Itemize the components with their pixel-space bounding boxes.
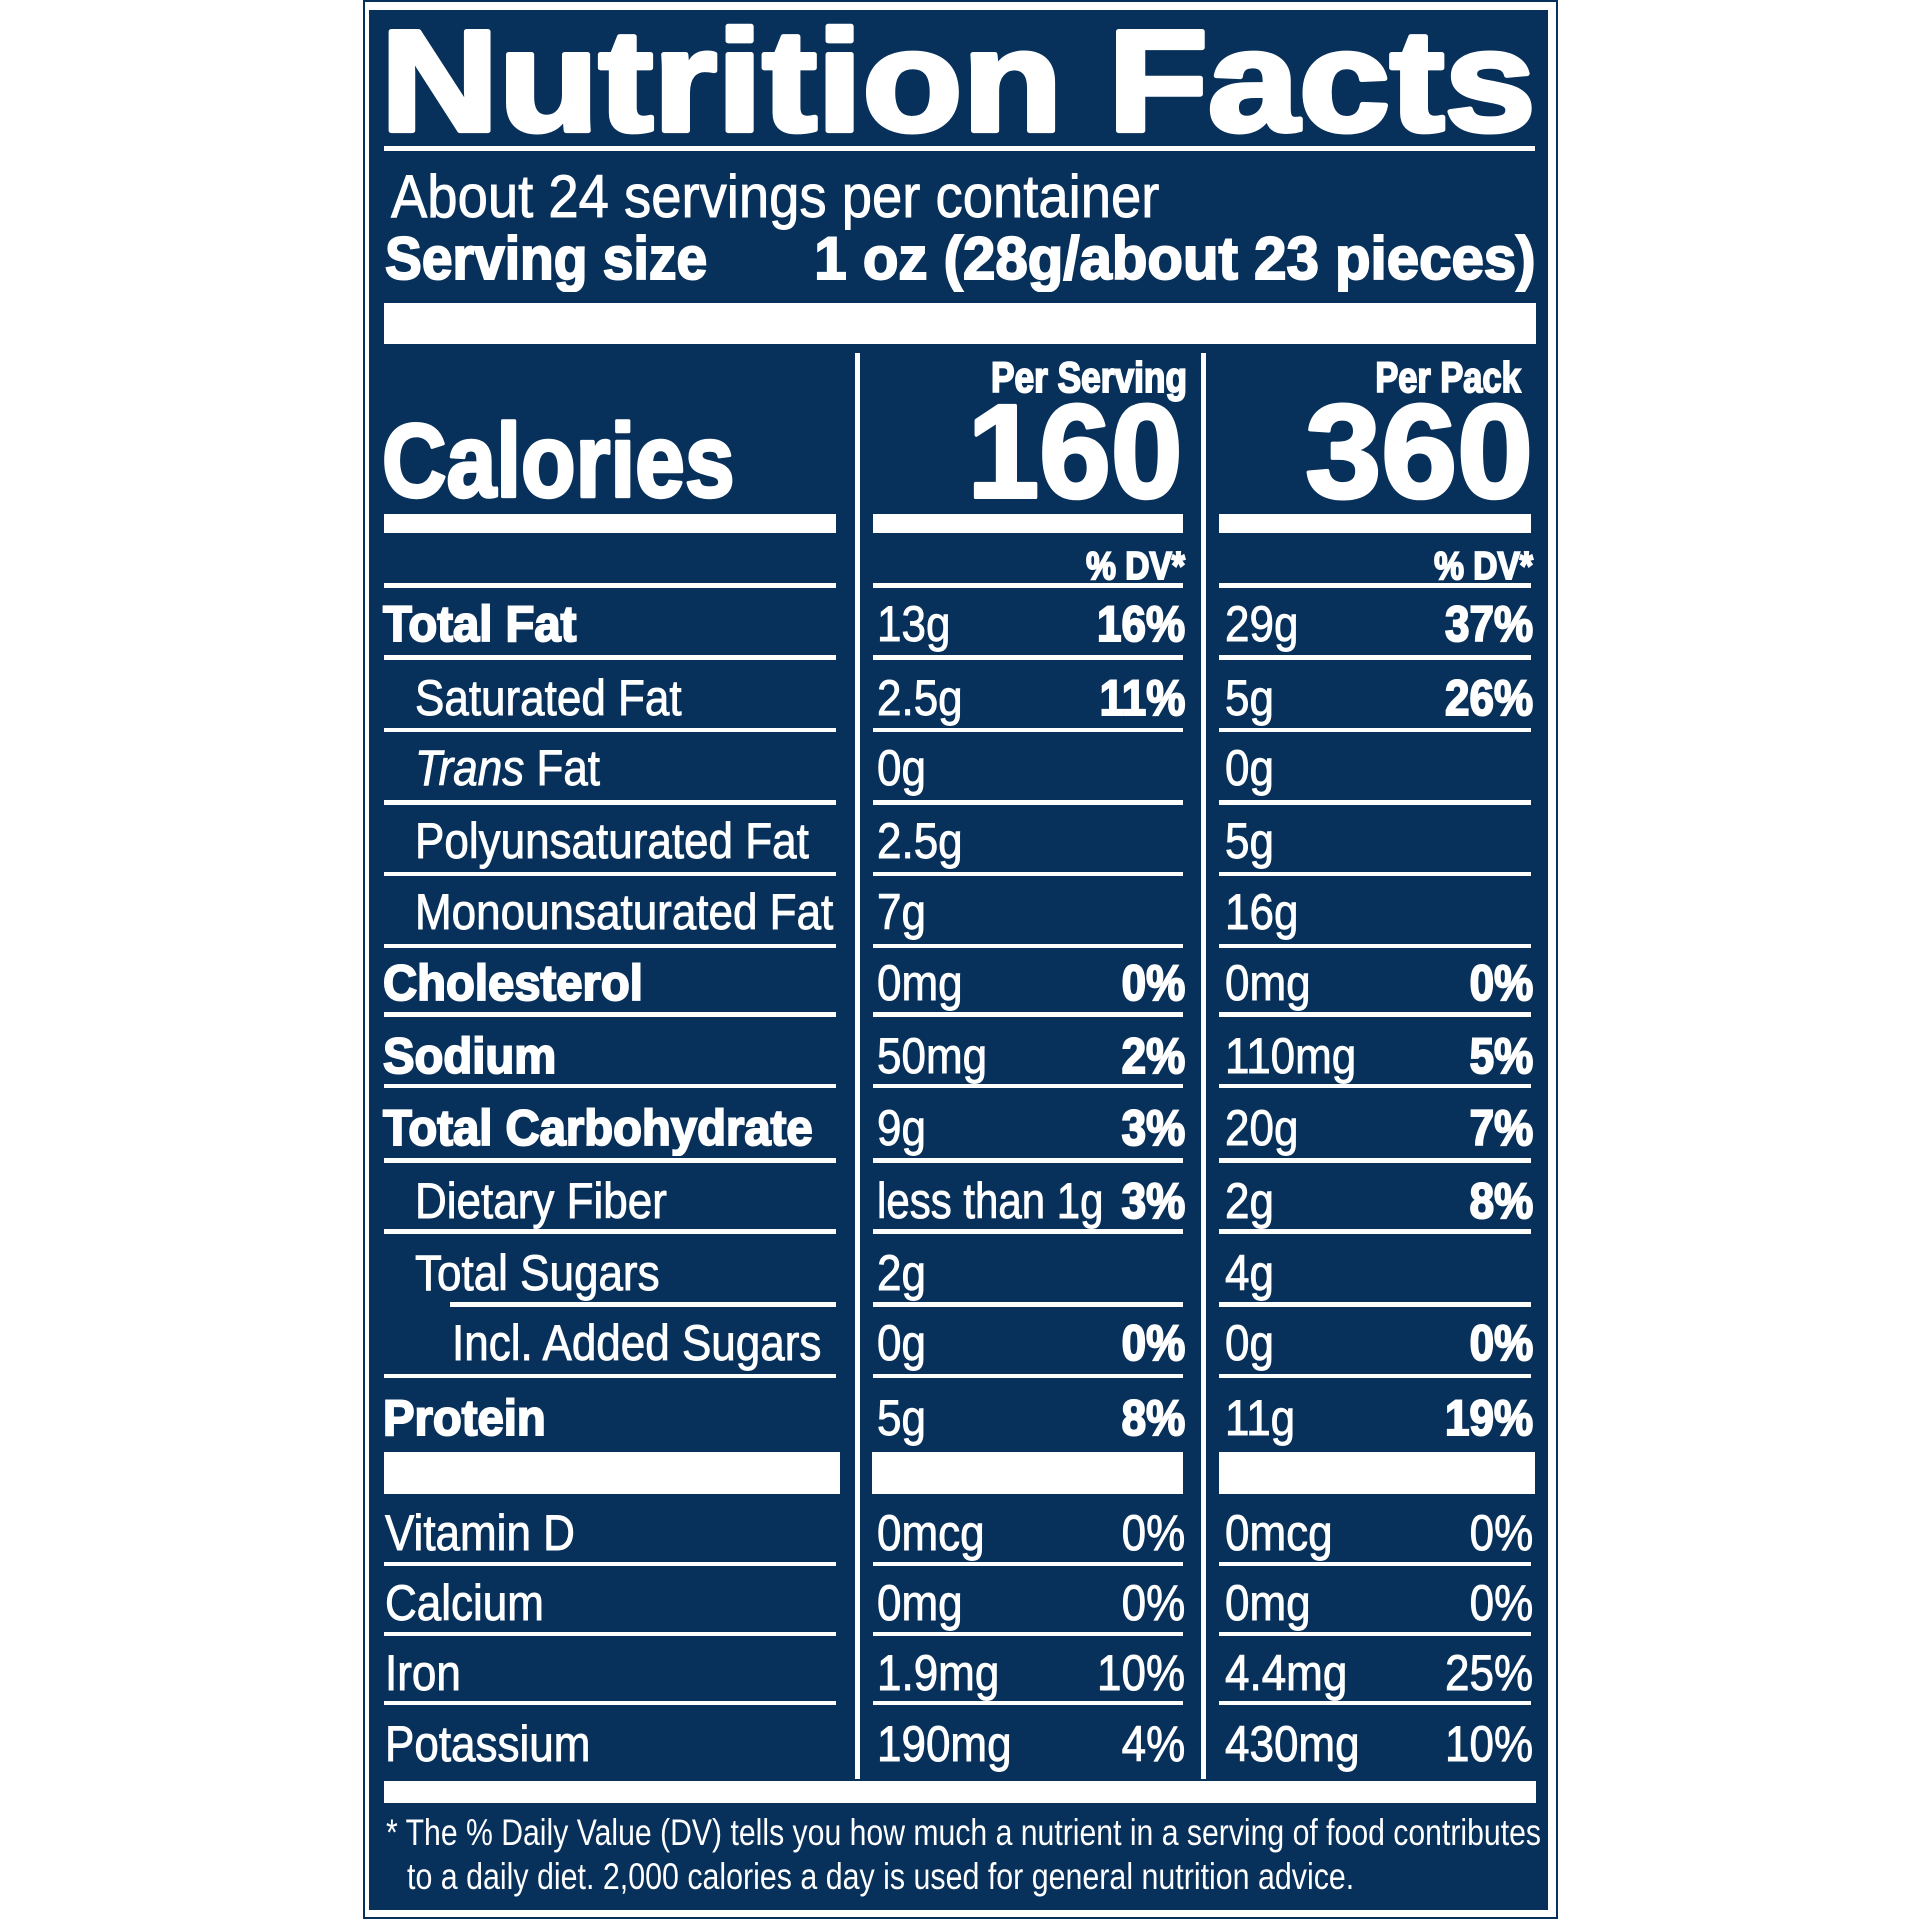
svg-text:Nutrition Facts: Nutrition Facts (381, 0, 1536, 161)
svg-text:160: 160 (967, 380, 1182, 510)
svg-text:360: 360 (1305, 380, 1533, 510)
svg-text:Calories: Calories (382, 402, 735, 519)
